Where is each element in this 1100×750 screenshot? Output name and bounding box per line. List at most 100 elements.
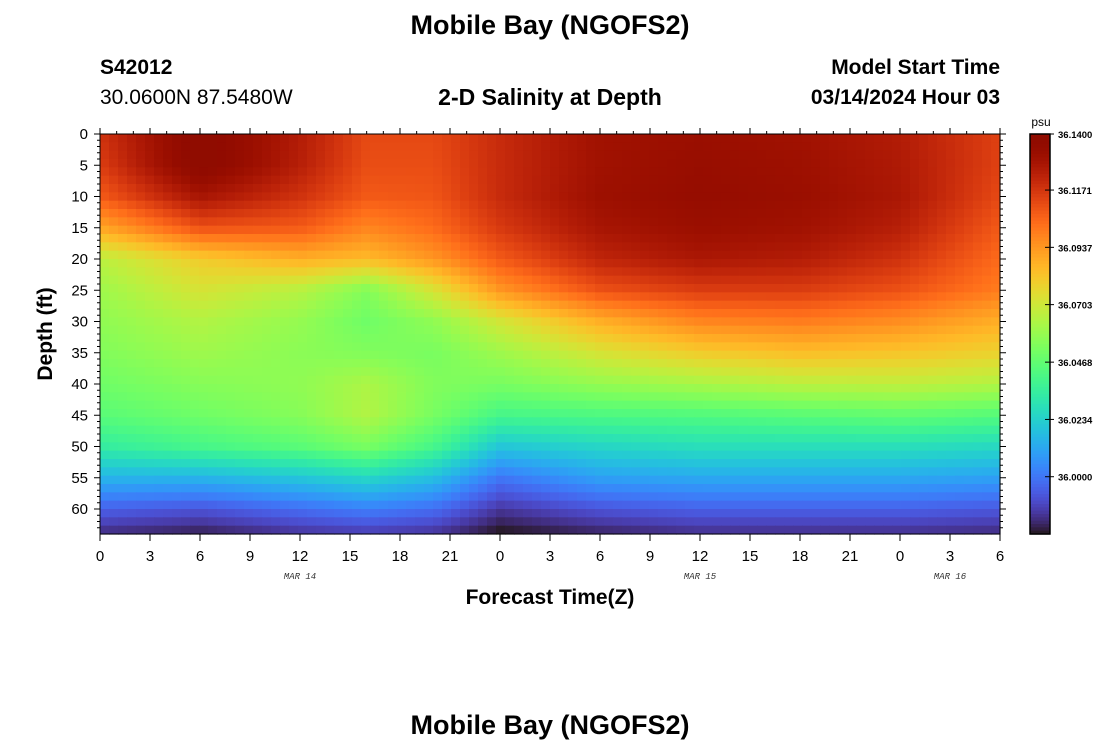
heatmap-cell [325, 200, 335, 210]
heatmap-cell [253, 159, 263, 168]
heatmap-cell [397, 325, 407, 335]
heatmap-cell [451, 309, 461, 318]
heatmap-cell [910, 134, 920, 143]
heatmap-cell [586, 217, 596, 227]
heatmap-cell [613, 517, 623, 527]
heatmap-cell [307, 384, 317, 393]
heatmap-cell [856, 317, 866, 327]
heatmap-cell [172, 209, 182, 218]
heatmap-cell [388, 509, 398, 518]
heatmap-cell [595, 242, 605, 252]
heatmap-cell [685, 359, 695, 368]
heatmap-cell [172, 492, 182, 502]
heatmap-cell [334, 467, 344, 477]
heatmap-cell [163, 317, 173, 327]
heatmap-cell [217, 400, 227, 410]
heatmap-cell [748, 242, 758, 252]
heatmap-cell [298, 384, 308, 393]
heatmap-cell [712, 175, 722, 185]
heatmap-cell [298, 500, 308, 510]
heatmap-cell [253, 509, 263, 518]
heatmap-cell [253, 359, 263, 368]
heatmap-cell [928, 384, 938, 393]
heatmap-cell [235, 367, 245, 377]
heatmap-cell [892, 200, 902, 210]
heatmap-cell [928, 209, 938, 218]
heatmap-cell [739, 142, 749, 152]
heatmap-cell [253, 300, 263, 310]
heatmap-cell [892, 434, 902, 443]
heatmap-cell [649, 509, 659, 518]
heatmap-cell [181, 209, 191, 218]
heatmap-cell [388, 525, 398, 535]
heatmap-cell [514, 500, 524, 510]
heatmap-cell [766, 167, 776, 177]
heatmap-cell [118, 509, 128, 518]
heatmap-cell [595, 317, 605, 327]
heatmap-cell [316, 509, 326, 518]
heatmap-cell [127, 442, 137, 452]
heatmap-cell [262, 167, 272, 177]
heatmap-cell [640, 517, 650, 527]
heatmap-cell [415, 184, 425, 193]
heatmap-cell [748, 134, 758, 143]
heatmap-cell [163, 200, 173, 210]
heatmap-cell [775, 292, 785, 302]
heatmap-cell [118, 134, 128, 143]
heatmap-cell [271, 359, 281, 368]
heatmap-cell [793, 209, 803, 218]
heatmap-cell [928, 417, 938, 427]
heatmap-cell [649, 175, 659, 185]
heatmap-cell [559, 267, 569, 277]
heatmap-cell [865, 242, 875, 252]
heatmap-cell [145, 234, 155, 243]
heatmap-cell [856, 134, 866, 143]
heatmap-cell [523, 325, 533, 335]
heatmap-cell [964, 517, 974, 527]
heatmap-cell [397, 342, 407, 352]
heatmap-cell [127, 234, 137, 243]
heatmap-cell [244, 267, 254, 277]
heatmap-cell [676, 134, 686, 143]
heatmap-cell [703, 242, 713, 252]
heatmap-cell [469, 334, 479, 343]
heatmap-cell [883, 200, 893, 210]
heatmap-cell [883, 209, 893, 218]
heatmap-cell [397, 367, 407, 377]
heatmap-cell [622, 317, 632, 327]
heatmap-cell [235, 184, 245, 193]
heatmap-cell [451, 384, 461, 393]
heatmap-cell [208, 234, 218, 243]
heatmap-cell [658, 267, 668, 277]
heatmap-cell [604, 350, 614, 360]
heatmap-cell [370, 284, 380, 293]
heatmap-cell [613, 467, 623, 477]
heatmap-cell [739, 167, 749, 177]
heatmap-cell [352, 442, 362, 452]
heatmap-cell [523, 200, 533, 210]
heatmap-cell [208, 517, 218, 527]
heatmap-cell [199, 392, 209, 402]
heatmap-cell [118, 175, 128, 185]
heatmap-cell [244, 292, 254, 302]
heatmap-cell [307, 134, 317, 143]
heatmap-cell [658, 225, 668, 235]
heatmap-cell [667, 225, 677, 235]
heatmap-cell [874, 350, 884, 360]
heatmap-cell [244, 217, 254, 227]
heatmap-cell [172, 175, 182, 185]
heatmap-cell [523, 300, 533, 310]
heatmap-cell [559, 292, 569, 302]
x-tick-label: 18 [792, 548, 809, 565]
heatmap-cell [532, 192, 542, 202]
heatmap-cell [280, 434, 290, 443]
heatmap-cell [955, 225, 965, 235]
heatmap-cell [325, 442, 335, 452]
heatmap-cell [235, 334, 245, 343]
heatmap-cell [244, 284, 254, 293]
heatmap-cell [703, 184, 713, 193]
heatmap-cell [523, 475, 533, 485]
heatmap-cell [604, 434, 614, 443]
heatmap-cell [775, 442, 785, 452]
heatmap-cell [514, 517, 524, 527]
